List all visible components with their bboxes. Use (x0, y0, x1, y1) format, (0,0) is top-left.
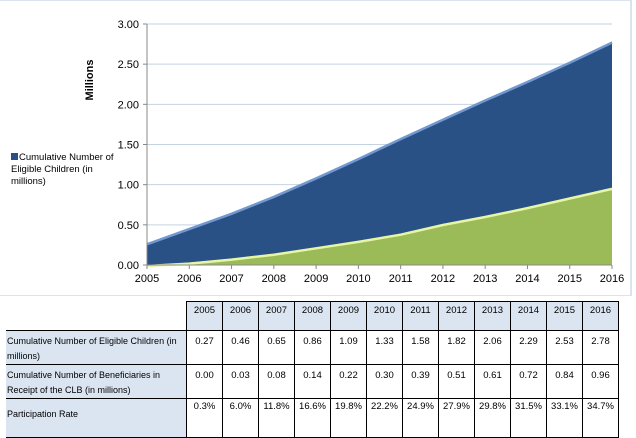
chart-frame (0, 0, 632, 296)
table-cell: 2.78 (582, 330, 619, 365)
legend-label: Cumulative Number of Eligible Children (… (11, 152, 114, 187)
table-cell: 0.39 (402, 364, 439, 399)
table-cell: 0.08 (258, 364, 295, 399)
table-corner-cell (6, 301, 187, 331)
year-header: 2016 (582, 301, 619, 331)
x-tick-label: 2008 (262, 273, 286, 285)
table-row-participation-rate: Participation Rate 0.3% 6.0% 11.8% 16.6%… (6, 398, 619, 438)
year-header: 2010 (366, 301, 403, 331)
x-tick-labels: 2005 2006 2007 2008 2009 2010 2011 2012 2013 2014… (135, 265, 624, 285)
table-row-eligible-children: Cumulative Number of Eligible Children (… (6, 330, 619, 365)
table-cell: 0.61 (474, 364, 511, 399)
y-tick-label: 2.00 (118, 99, 139, 111)
area-edge-highlight (146, 187, 613, 268)
x-tick-label: 2011 (389, 273, 413, 285)
table-cell: 1.09 (330, 330, 367, 365)
table-cell: 2.29 (510, 330, 547, 365)
table-cell: 1.33 (366, 330, 403, 365)
table-cell: 24.9% (402, 398, 439, 438)
y-tick-label: 2.50 (118, 59, 139, 71)
table-cell: 2.53 (546, 330, 583, 365)
y-tick-label: 0.50 (118, 220, 139, 232)
year-header: 2012 (438, 301, 475, 331)
table-cell: 0.00 (186, 364, 223, 399)
area-eligible-children (147, 41, 612, 265)
table-cell: 1.82 (438, 330, 475, 365)
row-label: Cumulative Number of Beneficiaries in Re… (6, 364, 187, 399)
table-cell: 33.1% (546, 398, 583, 438)
data-table: 2005 2006 2007 2008 2009 2010 2011 2012 … (6, 301, 619, 438)
table-cell: 0.03 (222, 364, 259, 399)
x-tick-label: 2013 (473, 273, 497, 285)
x-tick-label: 2005 (135, 273, 159, 285)
year-header: 2005 (186, 301, 223, 331)
area-chart: 0.000.501.001.502.002.503.00 2005 2006 200… (84, 19, 624, 285)
x-tick-label: 2014 (515, 273, 539, 285)
table-cell: 34.7% (582, 398, 619, 438)
row-label: Participation Rate (6, 398, 187, 438)
legend-swatch-eligible-children (11, 153, 18, 160)
table-cell: 0.65 (258, 330, 295, 365)
x-tick-label: 2009 (304, 273, 328, 285)
y-tick-labels: 0.00 0.50 1.00 1.50 2.00 2.50 3.00 (118, 19, 147, 272)
year-header: 2015 (546, 301, 583, 331)
y-axis-label: Millions (84, 60, 96, 101)
table-cell: 0.84 (546, 364, 583, 399)
table-cell: 0.46 (222, 330, 259, 365)
table-cell: 0.22 (330, 364, 367, 399)
year-header: 2014 (510, 301, 547, 331)
table-cell: 0.96 (582, 364, 619, 399)
y-tick-label: 0.00 (118, 260, 139, 272)
x-tick-label: 2007 (219, 273, 243, 285)
year-header: 2007 (258, 301, 295, 331)
year-header: 2006 (222, 301, 259, 331)
table-cell: 2.06 (474, 330, 511, 365)
area-series (146, 41, 613, 268)
y-tick-label: 3.00 (118, 19, 139, 31)
x-tick-label: 2010 (346, 273, 370, 285)
table-cell: 16.6% (294, 398, 331, 438)
year-header: 2008 (294, 301, 331, 331)
year-header: 2009 (330, 301, 367, 331)
table-cell: 29.8% (474, 398, 511, 438)
table-cell: 0.86 (294, 330, 331, 365)
area-beneficiaries (147, 187, 612, 265)
table-cell: 0.51 (438, 364, 475, 399)
table-cell: 0.30 (366, 364, 403, 399)
table-cell: 0.72 (510, 364, 547, 399)
x-tick-label: 2015 (557, 273, 581, 285)
table-header-row: 2005 2006 2007 2008 2009 2010 2011 2012 … (6, 301, 619, 331)
chart-legend: Cumulative Number of Eligible Children (… (11, 152, 121, 188)
x-tick-label: 2016 (600, 273, 624, 285)
y-tick-label: 1.50 (118, 140, 139, 152)
year-header: 2013 (474, 301, 511, 331)
x-tick-label: 2006 (177, 273, 201, 285)
table-cell: 0.14 (294, 364, 331, 399)
table-cell: 0.27 (186, 330, 223, 365)
y-tick-label: 1.00 (118, 180, 139, 192)
table-row-beneficiaries: Cumulative Number of Beneficiaries in Re… (6, 364, 619, 399)
x-tick-label: 2012 (431, 273, 455, 285)
table-cell: 1.58 (402, 330, 439, 365)
year-header: 2011 (402, 301, 439, 331)
area-edge-highlight (146, 41, 613, 246)
row-label: Cumulative Number of Eligible Children (… (6, 330, 187, 365)
table-cell: 27.9% (438, 398, 475, 438)
